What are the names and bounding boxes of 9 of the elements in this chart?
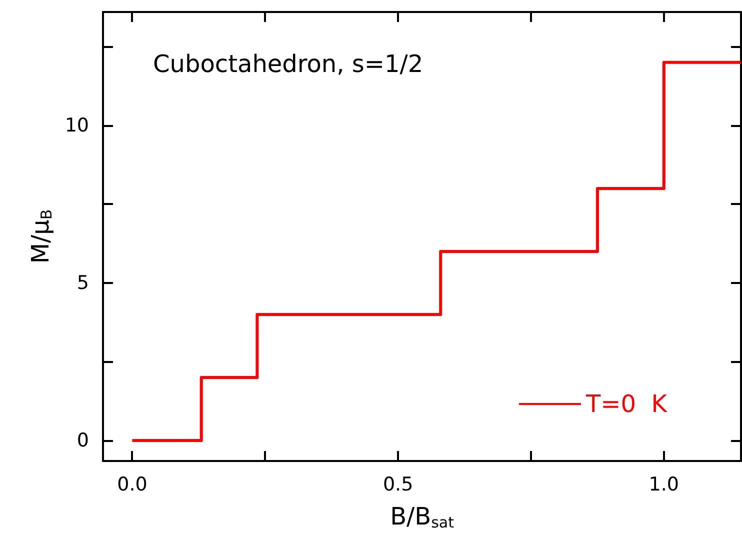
x-tick-label: 0.5: [382, 474, 414, 496]
y-tick-label: 5: [76, 272, 89, 294]
x-tick-label: 1.0: [648, 474, 680, 496]
y-tick-label: 10: [64, 114, 89, 136]
annotation: Cuboctahedron, s=1/2: [153, 50, 424, 78]
y-tick-label: 0: [76, 430, 89, 452]
x-tick-label: 0.0: [117, 474, 148, 496]
legend-label: T=0 K: [584, 390, 668, 418]
y-axis-title: M/μB: [26, 209, 56, 264]
